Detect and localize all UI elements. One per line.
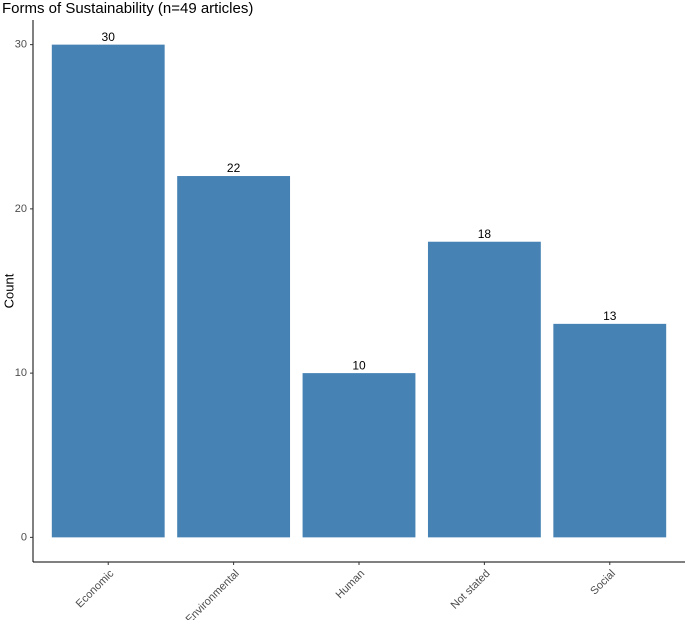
y-axis-label: Count [1,273,16,308]
x-tick-label: Not stated [449,568,493,612]
y-tick-label: 30 [15,39,27,51]
y-tick-label: 0 [21,531,27,543]
bar [302,373,416,538]
x-tick-label: Environmental [184,568,242,620]
bar [177,176,291,538]
data-label: 13 [603,309,617,323]
data-label: 30 [102,30,116,44]
x-tick-label: Human [334,568,368,602]
data-label: 22 [227,161,241,175]
y-tick-label: 20 [15,203,27,215]
y-tick-label: 10 [15,367,27,379]
bar [51,44,165,538]
data-label: 10 [352,358,366,372]
data-label: 18 [478,227,492,241]
x-tick-label: Social [588,568,618,598]
chart-title: Forms of Sustainability (n=49 articles) [2,0,253,17]
bar [427,241,541,538]
x-tick-label: Economic [74,567,117,610]
bar [553,323,667,538]
